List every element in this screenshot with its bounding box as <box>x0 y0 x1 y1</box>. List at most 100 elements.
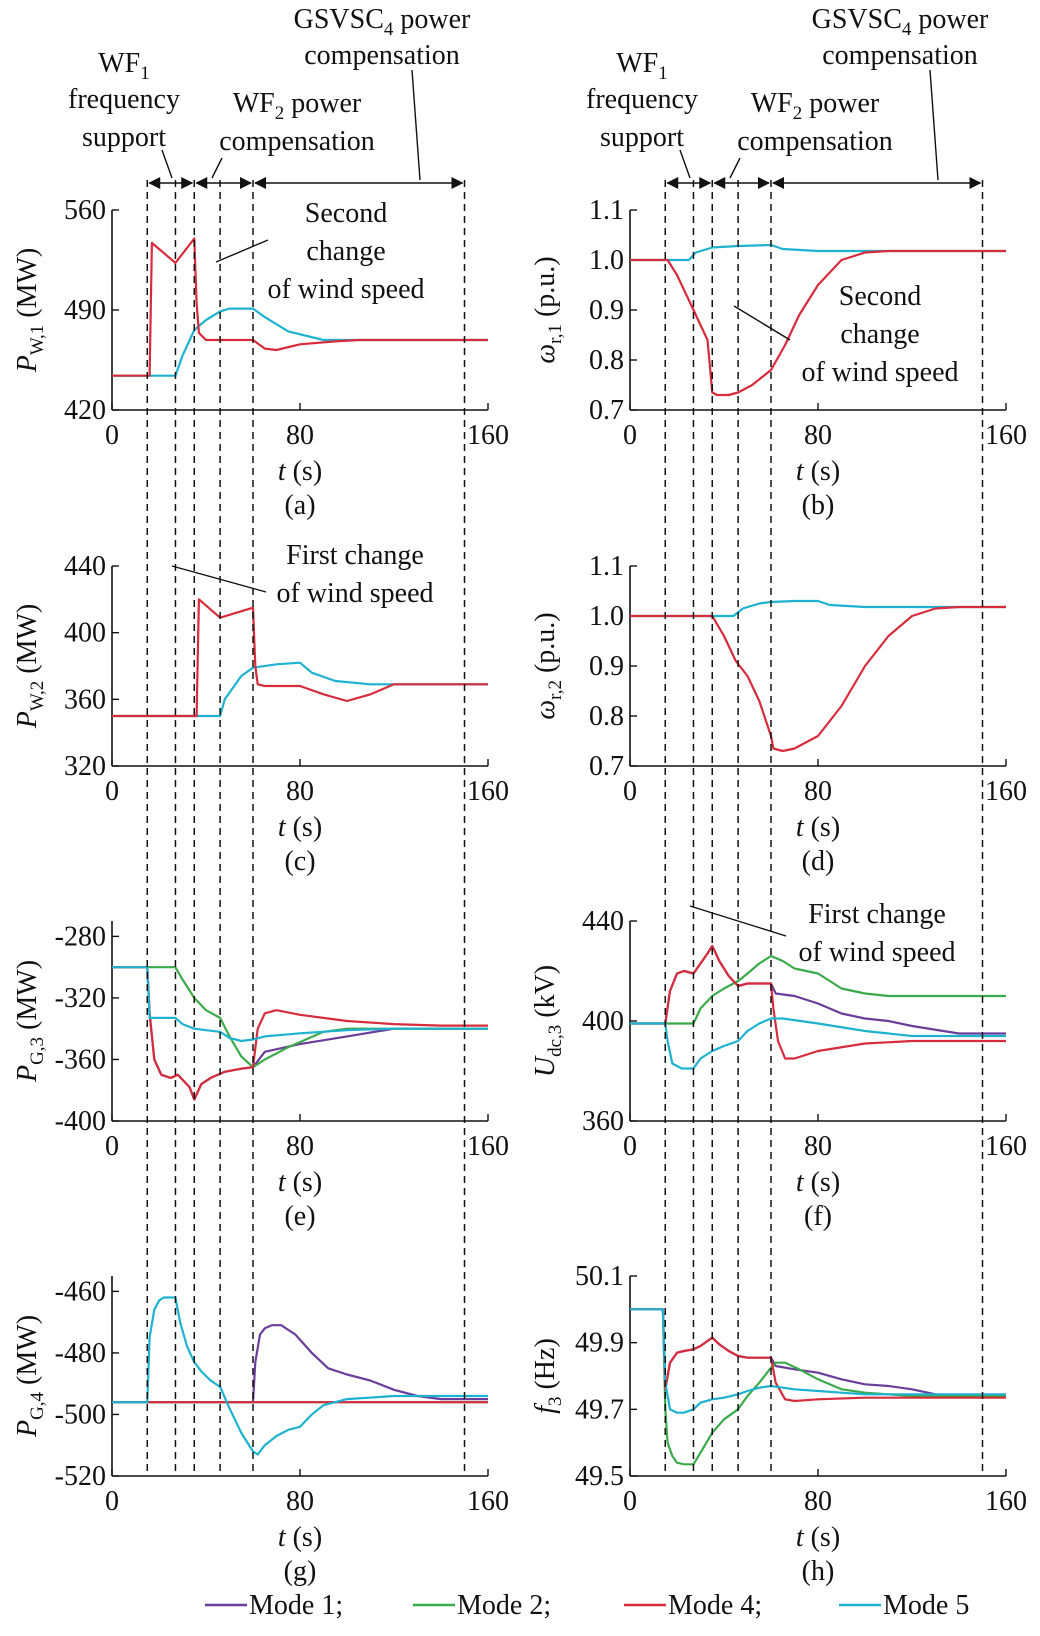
phase-arrow-head <box>666 177 679 189</box>
y-axis-label: PG,3 (MW) <box>12 960 48 1083</box>
y-axis-label-sub: W,1 <box>27 325 48 355</box>
series-line-2 <box>112 966 488 1101</box>
y-tick-label: 1.1 <box>589 551 624 582</box>
x-axis-label: t (s) <box>796 1167 840 1198</box>
y-axis-label-sub: 3 <box>545 1397 566 1407</box>
x-axis-label: t (s) <box>278 812 322 843</box>
panel-caption: (f) <box>804 1201 832 1232</box>
x-tick-label: 160 <box>467 776 509 807</box>
phase-arrow-head <box>758 177 770 189</box>
y-tick-label: 0.7 <box>589 751 624 782</box>
y-axis-label-sub: G,3 <box>27 1037 48 1065</box>
x-tick-label: 0 <box>105 420 119 451</box>
phase-arrow-head <box>181 177 194 189</box>
phase-leader-line <box>729 157 741 179</box>
x-tick-label: 80 <box>804 1486 832 1517</box>
x-axis-label-var: t <box>278 1167 287 1198</box>
y-axis-label: ωr,1 (p.u.) <box>530 256 566 363</box>
annotation-text: Second <box>839 281 921 312</box>
phase-label-rest: power <box>284 88 362 119</box>
panel-caption: (c) <box>284 846 315 877</box>
y-tick-label: -480 <box>55 1338 106 1369</box>
phase-label-name: GSVSC <box>294 4 384 35</box>
phase-label-wf2: WF2 power <box>233 88 362 124</box>
legend-separator: ; <box>754 1590 762 1621</box>
y-tick-label: 400 <box>582 1006 624 1037</box>
y-tick-label: 320 <box>64 751 106 782</box>
panel-d: 0.7 0.8 0.9 1.0 1.1 0 80 160 t (s)(d) ωr,2 (p.u.) <box>530 551 1027 877</box>
phase-label-wf1-line3: support <box>82 122 166 153</box>
series-line-1 <box>630 954 1006 1025</box>
x-tick-label: 80 <box>286 1131 314 1162</box>
x-axis-label-unit: (s) <box>286 1522 323 1553</box>
series-line-1 <box>112 966 488 1069</box>
panel-caption: (h) <box>802 1556 835 1587</box>
annotation-text: of wind speed <box>798 937 955 968</box>
panel-c: 320 360 400 440 0 80 160 t (s)(c) PW,2 (MW) <box>12 551 509 877</box>
phase-arrow-head <box>699 177 712 189</box>
y-tick-label: 0.9 <box>589 295 624 326</box>
x-axis-label: t (s) <box>796 456 840 487</box>
phase-label-wf2-line2: compensation <box>737 126 893 157</box>
phase-arrow-head <box>969 177 982 189</box>
series-line-1 <box>630 1308 1006 1466</box>
series-line-1 <box>630 249 1006 397</box>
x-tick-label: 80 <box>286 776 314 807</box>
x-axis-label-unit: (s) <box>804 456 841 487</box>
panel-a: 420 490 560 0 80 160 t (s)(a) PW,1 (MW) <box>12 195 509 521</box>
y-axis-label: f3 (Hz) <box>530 1338 566 1414</box>
series-line-1 <box>112 598 488 718</box>
phase-label-name: GSVSC <box>812 4 902 35</box>
x-tick-label: 0 <box>623 1486 637 1517</box>
panel-caption: (a) <box>284 490 315 521</box>
y-axis-label-var: ω <box>530 700 561 720</box>
x-tick-label: 80 <box>804 1131 832 1162</box>
y-axis-label-var: P <box>12 1420 43 1438</box>
y-tick-label: 1.0 <box>589 601 624 632</box>
x-tick-label: 0 <box>623 420 637 451</box>
y-tick-label: 490 <box>64 295 106 326</box>
phase-label-wf2: WF2 power <box>751 88 880 124</box>
y-axis-label-var: ω <box>530 344 561 364</box>
phase-label-sub: 4 <box>902 19 912 40</box>
y-axis-label-unit: (kV) <box>530 965 561 1025</box>
x-axis-label-var: t <box>278 812 287 843</box>
y-axis-label-var: P <box>12 355 43 373</box>
phase-label-sub: 2 <box>275 103 285 124</box>
phase-label-wf2-line2: compensation <box>219 126 375 157</box>
x-axis-label-unit: (s) <box>286 812 323 843</box>
y-tick-label: -280 <box>55 921 106 952</box>
y-axis-label-unit: (MW) <box>12 960 43 1037</box>
legend-label-1: Mode 2; <box>457 1590 551 1621</box>
x-tick-label: 0 <box>623 1131 637 1162</box>
y-tick-label: 0.9 <box>589 651 624 682</box>
annotation-leader <box>171 565 267 593</box>
series-line-2 <box>630 1308 1006 1403</box>
panel-e: -400 -360 -320 -280 0 80 160 t (s)(e) PG,3 (MW) <box>12 921 509 1232</box>
y-axis-label-unit: (Hz) <box>530 1338 561 1396</box>
y-tick-label: 420 <box>64 395 106 426</box>
y-axis-label: PG,4 (MW) <box>12 1315 48 1438</box>
x-axis-label-var: t <box>796 456 805 487</box>
y-tick-label: 440 <box>582 906 624 937</box>
panel-b: 0.7 0.8 0.9 1.0 1.1 0 80 160 t (s)(b) ωr,1 (p.u.) <box>530 195 1027 521</box>
series-line-0 <box>112 661 488 718</box>
y-tick-label: 440 <box>64 551 106 582</box>
x-tick-label: 80 <box>804 776 832 807</box>
y-tick-label: 0.8 <box>589 701 624 732</box>
y-axis-label-sub: r,1 <box>545 324 566 344</box>
x-tick-label: 0 <box>623 776 637 807</box>
y-tick-label: 50.1 <box>575 1261 624 1292</box>
phase-arrow-head <box>713 177 726 189</box>
phase-leader-line <box>679 149 691 179</box>
panel-caption: (g) <box>284 1556 317 1587</box>
legend-label-0: Mode 1; <box>249 1590 343 1621</box>
x-tick-label: 80 <box>286 420 314 451</box>
annotation-leader <box>215 239 269 263</box>
series-line-0 <box>112 307 488 377</box>
panel-caption: (b) <box>802 490 835 521</box>
x-tick-label: 80 <box>286 1486 314 1517</box>
x-tick-label: 0 <box>105 776 119 807</box>
y-axis-label-unit: (p.u.) <box>530 612 561 680</box>
x-axis-label-var: t <box>278 456 287 487</box>
